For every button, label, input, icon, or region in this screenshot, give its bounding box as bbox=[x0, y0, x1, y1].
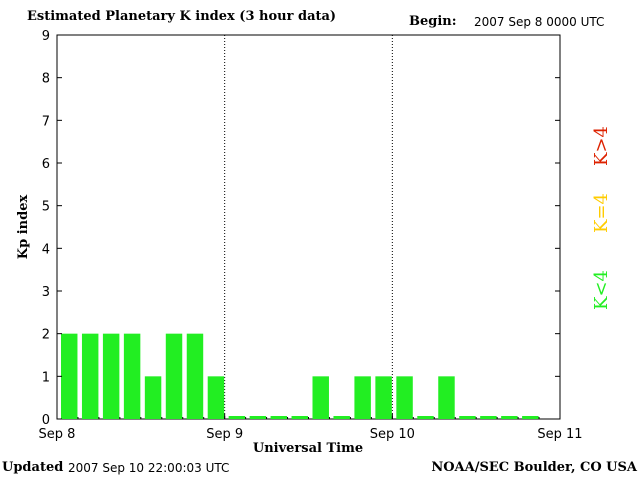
kp-bar bbox=[144, 376, 162, 419]
x-tick-label: Sep 9 bbox=[206, 427, 243, 442]
footer-updated-label: Updated bbox=[2, 460, 64, 475]
kp-bar bbox=[186, 333, 204, 419]
day-gridlines bbox=[224, 35, 393, 419]
x-axis-label: Universal Time bbox=[253, 441, 363, 456]
y-tick-label: 9 bbox=[42, 29, 50, 44]
y-tick-label: 3 bbox=[42, 285, 50, 300]
kp-bar bbox=[417, 416, 434, 419]
y-tick-label: 8 bbox=[42, 72, 50, 87]
y-tick-label: 6 bbox=[42, 157, 50, 172]
y-tick-label: 7 bbox=[42, 114, 50, 129]
chart-title: Estimated Planetary K index (3 hour data… bbox=[27, 9, 337, 24]
side-legend-label: K<4 bbox=[591, 270, 612, 310]
kp-bar bbox=[459, 416, 476, 419]
kp-bar bbox=[438, 376, 455, 419]
kp-bar bbox=[312, 376, 329, 419]
side-legend-label: K=4 bbox=[591, 193, 612, 233]
kp-bar bbox=[207, 376, 225, 419]
footer-credit: NOAA/SEC Boulder, CO USA bbox=[431, 460, 637, 475]
footer-updated-value: 2007 Sep 10 22:00:03 UTC bbox=[68, 461, 230, 475]
kp-bar bbox=[501, 416, 518, 419]
kp-bar bbox=[249, 416, 267, 419]
y-tick-label: 5 bbox=[42, 200, 50, 215]
begin-label: Begin: bbox=[409, 14, 457, 29]
plot-frame bbox=[56, 34, 561, 420]
kp-bar bbox=[291, 416, 308, 419]
y-tick-label: 2 bbox=[42, 328, 50, 343]
kp-bar bbox=[61, 333, 78, 419]
kp-bar bbox=[333, 416, 350, 419]
kp-bar bbox=[165, 333, 183, 419]
kp-bar bbox=[375, 376, 392, 419]
kp-bar bbox=[102, 333, 120, 419]
side-legend: K<4 K=4 K>4 bbox=[591, 126, 612, 310]
kp-bar bbox=[480, 416, 497, 419]
kp-bar bbox=[228, 416, 246, 419]
y-tick-label: 0 bbox=[42, 413, 50, 428]
side-legend-label: K>4 bbox=[591, 126, 612, 166]
kp-bar bbox=[81, 333, 99, 419]
y-axis-ticks: 0 1 2 3 4 5 6 7 8 9 bbox=[42, 29, 560, 428]
kp-bar bbox=[123, 333, 141, 419]
begin-value: 2007 Sep 8 0000 UTC bbox=[474, 15, 605, 29]
kp-bar bbox=[270, 416, 288, 419]
x-tick-label: Sep 10 bbox=[370, 427, 415, 442]
x-axis-ticks: Sep 8 Sep 9 Sep 10 Sep 11 bbox=[39, 414, 583, 442]
y-tick-label: 4 bbox=[42, 242, 50, 257]
y-axis-label: Kp index bbox=[16, 195, 31, 260]
kp-bar bbox=[354, 376, 371, 419]
kp-bar bbox=[522, 416, 539, 419]
bars bbox=[61, 333, 539, 419]
x-tick-label: Sep 11 bbox=[537, 427, 582, 442]
kp-bar bbox=[396, 376, 413, 419]
x-tick-label: Sep 8 bbox=[39, 427, 76, 442]
y-tick-label: 1 bbox=[42, 370, 50, 385]
